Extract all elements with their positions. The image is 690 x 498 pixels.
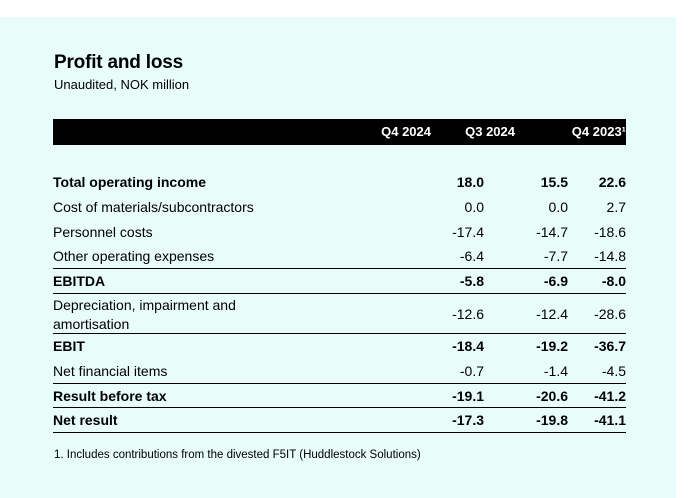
table-row-total-operating-income: Total operating income 18.0 15.5 22.6 xyxy=(53,170,626,195)
table-row-personnel-costs: Personnel costs -17.4 -14.7 -18.6 xyxy=(53,220,626,245)
cell-q3-2024: -1.4 xyxy=(543,362,568,379)
row-label: Other operating expenses xyxy=(53,248,215,265)
table-row-ebit: EBIT -18.4 -19.2 -36.7 xyxy=(53,334,626,359)
column-header-q4-2023: Q4 2023¹ xyxy=(571,124,626,139)
cell-q3-2024: 15.5 xyxy=(540,174,568,190)
page-title: Profit and loss xyxy=(54,52,183,73)
row-label: Net financial items xyxy=(53,362,168,379)
row-label: Cost of materials/subcontractors xyxy=(53,198,254,215)
cell-q4-2023: -14.8 xyxy=(594,248,626,265)
cell-q4-2023: -4.5 xyxy=(601,362,626,379)
cell-q3-2024: -7.7 xyxy=(543,248,568,265)
cell-q4-2023: -28.6 xyxy=(594,305,626,322)
cell-q4-2024: -12.6 xyxy=(452,305,484,322)
column-header-q3-2024: Q3 2024 xyxy=(465,124,515,139)
row-label: Result before tax xyxy=(53,387,167,404)
cell-q4-2023: -36.7 xyxy=(594,337,626,354)
cell-q4-2024: -17.3 xyxy=(452,412,484,429)
row-label: Personnel costs xyxy=(53,223,153,240)
cell-q4-2024: -5.8 xyxy=(459,273,484,290)
cell-q3-2024: -6.9 xyxy=(543,273,568,290)
row-label: EBITDA xyxy=(53,273,106,290)
cell-q4-2024: 18.0 xyxy=(456,174,484,190)
cell-q4-2024: -19.1 xyxy=(452,387,484,404)
table-row-cost-of-materials: Cost of materials/subcontractors 0.0 0.0… xyxy=(53,195,626,220)
table-row-other-operating-expenses: Other operating expenses -6.4 -7.7 -14.8 xyxy=(53,244,626,270)
cell-q4-2024: -17.4 xyxy=(452,223,484,240)
cell-q3-2024: -20.6 xyxy=(536,387,568,404)
footnote: 1. Includes contributions from the dives… xyxy=(54,449,421,461)
cell-q4-2024: 0.0 xyxy=(464,198,484,215)
page-subtitle: Unaudited, NOK million xyxy=(54,77,190,92)
table-row-net-financial-items: Net financial items -0.7 -1.4 -4.5 xyxy=(53,359,626,384)
table-row-depreciation: Depreciation, impairment and amortisatio… xyxy=(53,294,626,334)
cell-q4-2023: -8.0 xyxy=(601,273,626,290)
cell-q4-2023: -18.6 xyxy=(594,223,626,240)
cell-q4-2023: -41.2 xyxy=(594,387,626,404)
cell-q4-2024: -0.7 xyxy=(459,362,484,379)
table-row-result-before-tax: Result before tax -19.1 -20.6 -41.2 xyxy=(53,384,626,409)
row-label: Net result xyxy=(53,412,118,429)
table-header: Q4 2024 Q3 2024 Q4 2023¹ xyxy=(53,119,626,145)
row-label: Total operating income xyxy=(53,174,206,190)
cell-q3-2024: -19.8 xyxy=(536,412,568,429)
cell-q4-2024: -18.4 xyxy=(452,337,484,354)
cell-q3-2024: -12.4 xyxy=(536,305,568,322)
cell-q4-2023: -41.1 xyxy=(594,412,626,429)
report-panel xyxy=(0,17,676,498)
cell-q4-2024: -6.4 xyxy=(459,248,484,265)
cell-q4-2023: 22.6 xyxy=(598,174,626,190)
column-header-q4-2024: Q4 2024 xyxy=(381,124,431,139)
cell-q3-2024: -14.7 xyxy=(536,223,568,240)
table-row-net-result: Net result -17.3 -19.8 -41.1 xyxy=(53,408,626,434)
row-label: EBIT xyxy=(53,337,85,354)
cell-q3-2024: -19.2 xyxy=(536,337,568,354)
table-row-ebitda: EBITDA -5.8 -6.9 -8.0 xyxy=(53,269,626,294)
row-label: Depreciation, impairment and amortisatio… xyxy=(53,296,236,332)
cell-q4-2023: 2.7 xyxy=(606,198,626,215)
pl-table: Total operating income 18.0 15.5 22.6 Co… xyxy=(53,170,626,434)
cell-q3-2024: 0.0 xyxy=(548,198,568,215)
